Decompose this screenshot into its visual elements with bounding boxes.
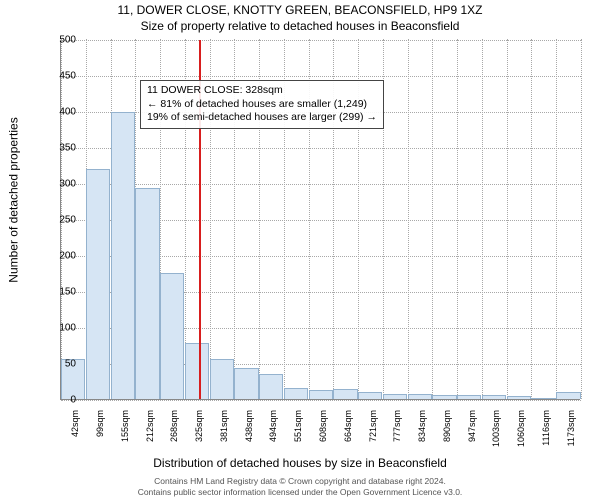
gridline-h (61, 76, 581, 77)
x-tick-label: 890sqm (442, 410, 452, 442)
y-tick-label: 150 (59, 287, 76, 298)
y-tick-label: 50 (65, 359, 76, 370)
gridline-v (408, 39, 409, 399)
histogram-bar (309, 390, 333, 399)
x-tick-label: 438sqm (244, 410, 254, 442)
gridline-v (432, 39, 433, 399)
x-tick-label: 42sqm (70, 410, 80, 437)
histogram-bar (259, 374, 283, 399)
y-tick-label: 100 (59, 323, 76, 334)
x-tick-label: 834sqm (417, 410, 427, 442)
gridline-h (61, 400, 581, 401)
gridline-h (61, 148, 581, 149)
plot-area-container: 11 DOWER CLOSE: 328sqm ← 81% of detached… (60, 40, 580, 400)
attribution: Contains HM Land Registry data © Crown c… (0, 476, 600, 498)
y-axis-label-container: Number of detached properties (4, 0, 24, 400)
title-line2: Size of property relative to detached ho… (0, 19, 600, 33)
x-tick-label: 1060sqm (516, 410, 526, 447)
x-tick-label: 947sqm (467, 410, 477, 442)
histogram-bar (234, 368, 258, 399)
histogram-bar (160, 273, 184, 399)
histogram-bar (333, 389, 357, 399)
x-tick-label: 1173sqm (566, 410, 576, 446)
x-tick-label: 268sqm (169, 410, 179, 442)
y-tick-label: 0 (70, 395, 76, 406)
gridline-v (556, 39, 557, 399)
y-tick-label: 450 (59, 71, 76, 82)
x-tick-label: 721sqm (368, 410, 378, 442)
x-tick-label: 551sqm (293, 410, 303, 442)
y-tick-label: 500 (59, 35, 76, 46)
x-tick-label: 381sqm (219, 410, 229, 442)
histogram-bar (507, 396, 531, 399)
histogram-bar (432, 395, 456, 399)
histogram-bar (408, 394, 432, 399)
x-tick-label: 212sqm (145, 410, 155, 442)
y-tick-label: 400 (59, 107, 76, 118)
y-axis-label: Number of detached properties (7, 117, 21, 282)
x-tick-label: 99sqm (95, 410, 105, 437)
histogram-bar (86, 169, 110, 399)
histogram-bar (482, 395, 506, 399)
histogram-bar (383, 394, 407, 399)
x-tick-label: 1116sqm (541, 410, 551, 446)
histogram-bar (358, 392, 382, 399)
x-tick-label: 325sqm (194, 410, 204, 442)
y-tick-label: 350 (59, 143, 76, 154)
x-tick-label: 664sqm (343, 410, 353, 442)
x-axis-label: Distribution of detached houses by size … (0, 456, 600, 470)
x-tick-label: 608sqm (318, 410, 328, 442)
x-tick-label: 1003sqm (491, 410, 501, 447)
x-tick-label: 155sqm (120, 410, 130, 442)
attribution-line2: Contains public sector information licen… (0, 487, 600, 498)
annotation-line3: 19% of semi-detached houses are larger (… (147, 111, 377, 125)
histogram-bar (457, 395, 481, 399)
x-tick-label: 777sqm (392, 410, 402, 442)
histogram-bar (531, 398, 555, 399)
histogram-bar (284, 388, 308, 399)
gridline-v (482, 39, 483, 399)
gridline-h (61, 184, 581, 185)
title-line1: 11, DOWER CLOSE, KNOTTY GREEN, BEACONSFI… (0, 3, 600, 17)
y-tick-label: 200 (59, 251, 76, 262)
x-tick-label: 494sqm (268, 410, 278, 442)
attribution-line1: Contains HM Land Registry data © Crown c… (0, 476, 600, 487)
gridline-v (507, 39, 508, 399)
gridline-v (581, 39, 582, 399)
histogram-bar (135, 188, 159, 399)
histogram-bar (556, 392, 580, 399)
annotation-line1: 11 DOWER CLOSE: 328sqm (147, 84, 377, 98)
histogram-bar (185, 343, 209, 399)
gridline-v (457, 39, 458, 399)
gridline-v (531, 39, 532, 399)
annotation-box: 11 DOWER CLOSE: 328sqm ← 81% of detached… (140, 80, 384, 129)
gridline-h (61, 40, 581, 41)
annotation-line2: ← 81% of detached houses are smaller (1,… (147, 98, 377, 112)
histogram-bar (210, 359, 234, 399)
y-tick-label: 300 (59, 179, 76, 190)
y-tick-label: 250 (59, 215, 76, 226)
histogram-bar (111, 112, 135, 399)
